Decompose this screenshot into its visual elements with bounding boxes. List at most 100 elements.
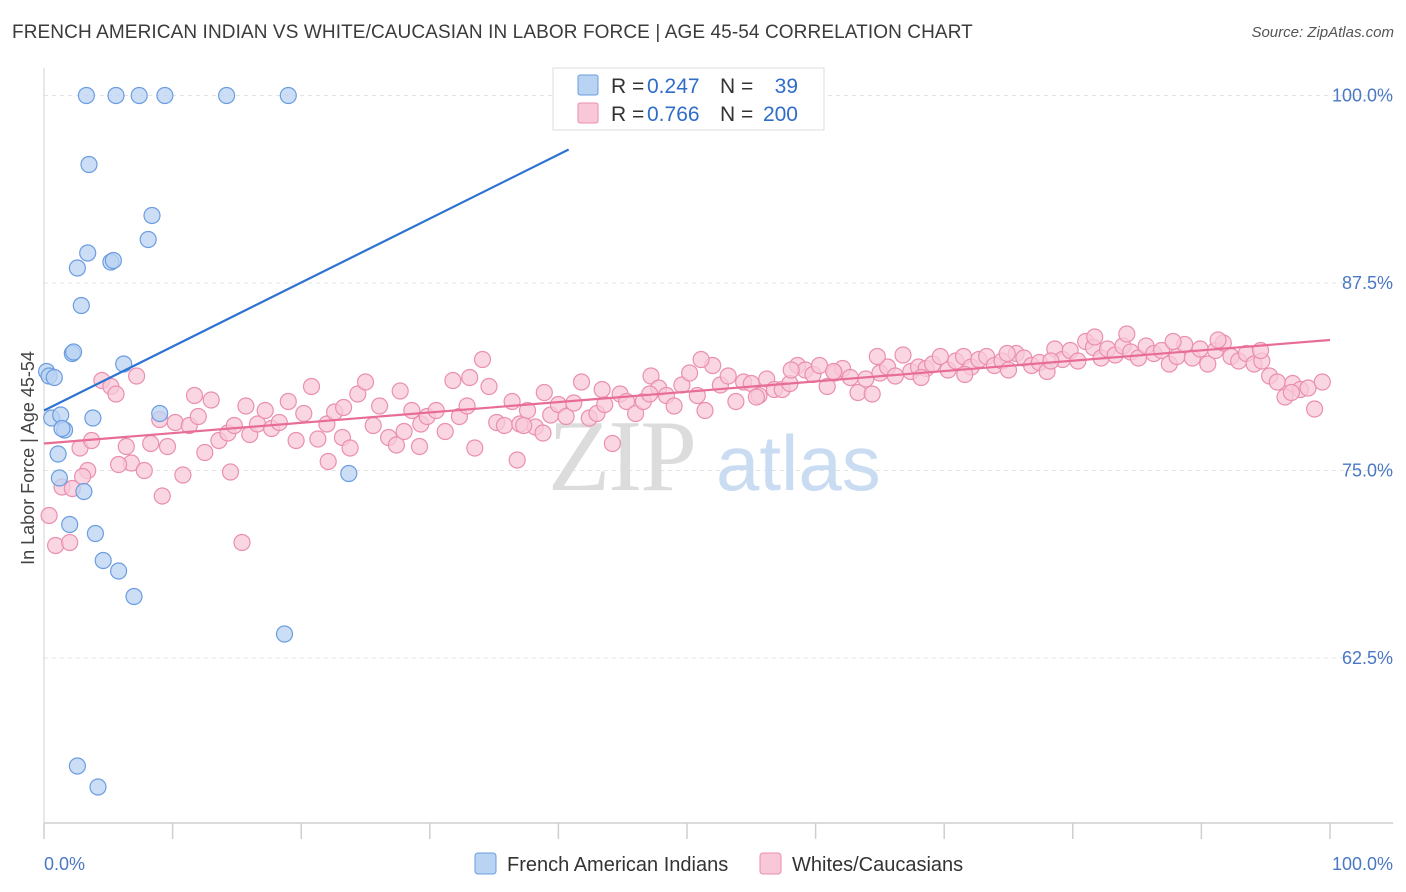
whites-point-56 <box>466 439 484 457</box>
whites-point-198 <box>335 398 353 417</box>
whites-point-29 <box>256 401 274 420</box>
whites-point-74 <box>603 434 622 453</box>
whites-point-26 <box>233 533 251 552</box>
whites-point-65 <box>534 424 552 442</box>
french-american-indians-point-34 <box>340 464 358 483</box>
whites-point-58 <box>480 377 498 396</box>
series-french-american-indians-points <box>37 86 578 796</box>
french-american-indians-point-22 <box>68 259 87 277</box>
whites-point-46 <box>387 436 405 454</box>
french-american-indians-point-30 <box>139 230 157 249</box>
french-american-indians-point-33 <box>151 404 169 423</box>
watermark-atlas: atlas <box>716 419 881 507</box>
french-american-indians-point-37 <box>68 757 87 775</box>
bottom-legend-swatch-blue <box>474 852 497 875</box>
y-tick-label-0: 62.5% <box>1342 648 1393 668</box>
french-american-indians-point-6 <box>49 445 67 463</box>
y-axis-label: In Labor Force | Age 45-54 <box>18 351 38 565</box>
whites-point-190 <box>998 344 1016 363</box>
axes <box>43 68 1393 839</box>
whites-point-47 <box>395 422 413 441</box>
whites-point-31 <box>270 413 288 432</box>
whites-point-25 <box>225 416 243 435</box>
whites-point-44 <box>371 397 389 415</box>
whites-point-180 <box>535 383 553 402</box>
whites-point-197 <box>1282 383 1301 402</box>
chart-source: Source: ZipAtlas.com <box>1251 24 1394 41</box>
whites-point-9 <box>107 385 125 403</box>
bottom-legend: French American Indians Whites/Caucasian… <box>474 852 963 876</box>
bottom-legend-swatch-pink <box>759 852 782 875</box>
whites-point-57 <box>473 350 492 369</box>
french-american-indians-point-10 <box>86 524 105 543</box>
whites-point-32 <box>279 392 297 411</box>
whites-point-36 <box>309 430 327 448</box>
whites-point-199 <box>515 416 533 435</box>
whites-point-10 <box>117 437 135 456</box>
whites-point-68 <box>557 407 575 426</box>
whites-point-33 <box>287 431 305 450</box>
whites-point-194 <box>1164 332 1182 351</box>
bottom-legend-label-0: French American Indians <box>507 854 728 876</box>
x-tick-labels: 0.0% 100.0% <box>44 854 1393 874</box>
whites-point-1 <box>46 536 65 555</box>
french-american-indians-point-14 <box>80 155 98 174</box>
french-american-indians-point-12 <box>109 562 128 580</box>
whites-point-181 <box>593 380 611 399</box>
whites-point-20 <box>189 407 207 426</box>
whites-point-173 <box>319 452 337 471</box>
whites-point-35 <box>302 377 321 396</box>
whites-point-41 <box>349 385 367 403</box>
whites-point-170 <box>109 455 128 474</box>
whites-point-43 <box>364 416 382 435</box>
y-tick-label-2: 87.5% <box>1342 273 1393 293</box>
whites-point-79 <box>642 367 660 385</box>
whites-point-179 <box>461 368 479 387</box>
legend-n-value-1: 200 <box>763 103 798 126</box>
whites-point-3 <box>61 533 79 552</box>
french-american-indians-point-38 <box>89 778 107 796</box>
whites-point-178 <box>391 382 409 400</box>
trend-lines <box>43 148 1331 445</box>
whites-point-174 <box>508 451 526 469</box>
whites-point-69 <box>565 394 583 412</box>
whites-point-165 <box>1299 379 1317 397</box>
whites-point-55 <box>458 397 476 415</box>
french-american-indians-point-25 <box>104 251 123 270</box>
french-american-indians-point-36 <box>53 419 71 438</box>
legend-r-value-1: 0.766 <box>647 103 700 126</box>
whites-point-40 <box>341 439 359 457</box>
whites-point-12 <box>128 367 146 385</box>
whites-point-86 <box>696 401 714 420</box>
whites-point-172 <box>221 463 240 481</box>
french-american-indians-point-29 <box>115 355 133 373</box>
french-american-indians-point-19 <box>218 86 236 105</box>
legend-r-label-0: R = <box>611 75 644 98</box>
legend-n-label-1: N = <box>720 103 753 126</box>
whites-point-108 <box>863 385 881 403</box>
french-american-indians-point-15 <box>77 86 96 105</box>
whites-point-21 <box>196 443 214 462</box>
whites-point-18 <box>174 466 192 484</box>
whites-point-169 <box>73 467 92 486</box>
french-american-indians-point-35 <box>275 625 294 643</box>
whites-point-0 <box>40 506 58 525</box>
whites-point-185 <box>782 361 800 379</box>
x-tick-label-0: 0.0% <box>44 854 85 874</box>
y-tick-label-1: 75.0% <box>1342 461 1393 481</box>
french-american-indians-point-9 <box>75 482 93 501</box>
whites-point-13 <box>135 461 153 480</box>
whites-point-60 <box>495 416 513 435</box>
french-american-indians-point-26 <box>72 296 90 315</box>
french-american-indians-point-18 <box>156 86 174 105</box>
chart-title: FRENCH AMERICAN INDIAN VS WHITE/CAUCASIA… <box>12 22 973 43</box>
whites-point-177 <box>237 397 255 415</box>
bottom-legend-label-1: Whites/Caucasians <box>792 854 963 876</box>
legend-swatch-blue <box>577 74 599 96</box>
whites-point-171 <box>153 487 171 505</box>
y-tick-labels: 62.5% 75.0% 87.5% 100.0% <box>1332 86 1393 669</box>
french-american-indians-point-31 <box>143 206 161 225</box>
trend-line-whites <box>43 338 1331 445</box>
whites-point-17 <box>166 413 184 432</box>
whites-point-53 <box>444 371 462 390</box>
